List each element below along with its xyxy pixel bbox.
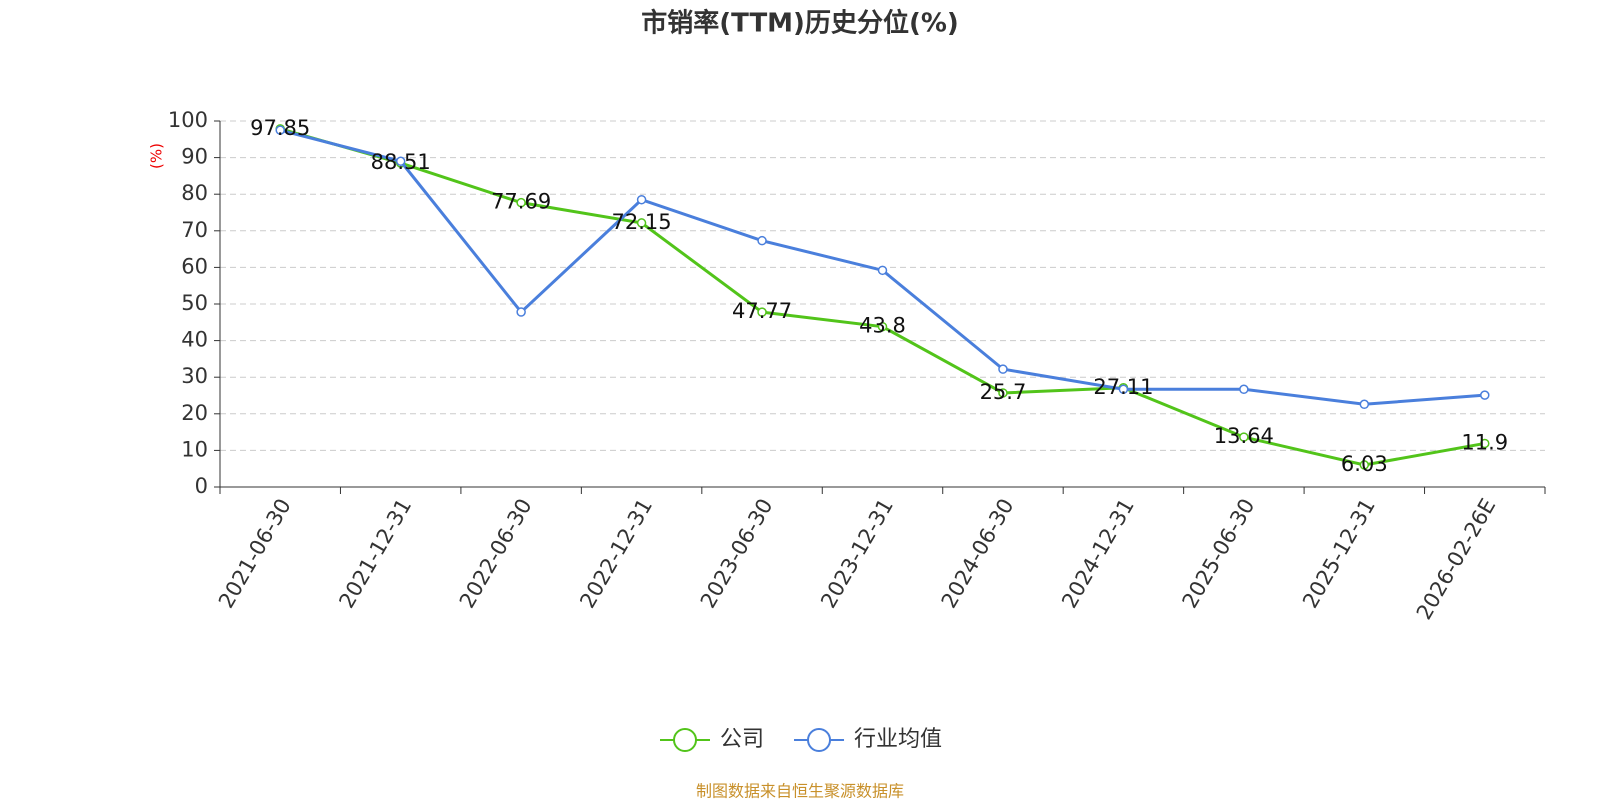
legend-label: 行业均值 <box>854 727 942 752</box>
y-tick-label: 100 <box>168 108 208 132</box>
point <box>757 235 767 246</box>
point <box>636 218 647 228</box>
x-tick-label: 2021-06-30 <box>214 495 296 613</box>
point <box>998 388 1008 398</box>
data-label: 47.77 <box>732 299 792 323</box>
point <box>636 194 647 205</box>
x-tick-label: 2025-12-31 <box>1298 495 1380 613</box>
point <box>1480 438 1490 449</box>
source-note: 制图数据来自恒生聚源数据库 <box>696 782 904 800</box>
y-tick-label: 0 <box>195 474 208 498</box>
y-axis-label: (%) <box>148 143 166 169</box>
point <box>1118 384 1129 395</box>
x-tick-label: 2024-12-31 <box>1057 495 1139 613</box>
y-tick-label: 60 <box>181 254 208 278</box>
data-label: 43.8 <box>859 314 906 338</box>
x-tick-label: 2026-02-26E <box>1412 495 1500 624</box>
x-tick-label: 2024-06-30 <box>937 495 1019 613</box>
y-tick-label: 80 <box>181 181 208 205</box>
data-label: 13.64 <box>1214 424 1274 448</box>
point <box>1239 384 1249 395</box>
point <box>877 265 888 276</box>
point <box>516 307 526 317</box>
y-tick-label: 90 <box>181 145 208 169</box>
chart-title: 市销率(TTM)历史分位(%) <box>641 8 959 39</box>
point <box>1359 399 1370 410</box>
x-tick-label: 2023-12-31 <box>816 495 898 613</box>
y-tick-label: 50 <box>181 291 208 315</box>
x-tick-label: 2025-06-30 <box>1178 495 1260 613</box>
x-tick-label: 2022-06-30 <box>455 495 537 613</box>
data-label: 97.85 <box>250 116 310 140</box>
data-label: 72.15 <box>612 210 672 234</box>
point <box>1239 432 1249 442</box>
data-label: 88.51 <box>371 150 431 174</box>
data-label: 11.9 <box>1461 430 1508 454</box>
point <box>275 125 285 135</box>
y-tick-label: 20 <box>181 401 208 425</box>
x-tick-label: 2023-06-30 <box>696 495 778 613</box>
x-tick-label: 2021-12-31 <box>334 495 416 613</box>
point <box>395 156 406 167</box>
y-tick-label: 70 <box>181 218 208 242</box>
data-label: 77.69 <box>491 190 551 214</box>
x-tick-label: 2022-12-31 <box>575 495 657 613</box>
series-line <box>279 127 1486 467</box>
point <box>998 364 1008 374</box>
legend-marker <box>673 728 697 752</box>
data-label: 6.03 <box>1341 452 1388 476</box>
point <box>516 197 526 208</box>
data-label: 27.11 <box>1093 375 1153 399</box>
legend-label: 公司 <box>720 727 764 752</box>
point <box>1359 460 1370 470</box>
point <box>877 321 888 332</box>
point <box>1480 390 1490 400</box>
legend-marker <box>807 728 832 752</box>
data-label: 25.7 <box>980 380 1027 404</box>
y-tick-label: 10 <box>181 437 208 461</box>
point <box>757 307 767 317</box>
y-tick-label: 40 <box>181 328 208 352</box>
y-tick-label: 30 <box>181 364 208 388</box>
